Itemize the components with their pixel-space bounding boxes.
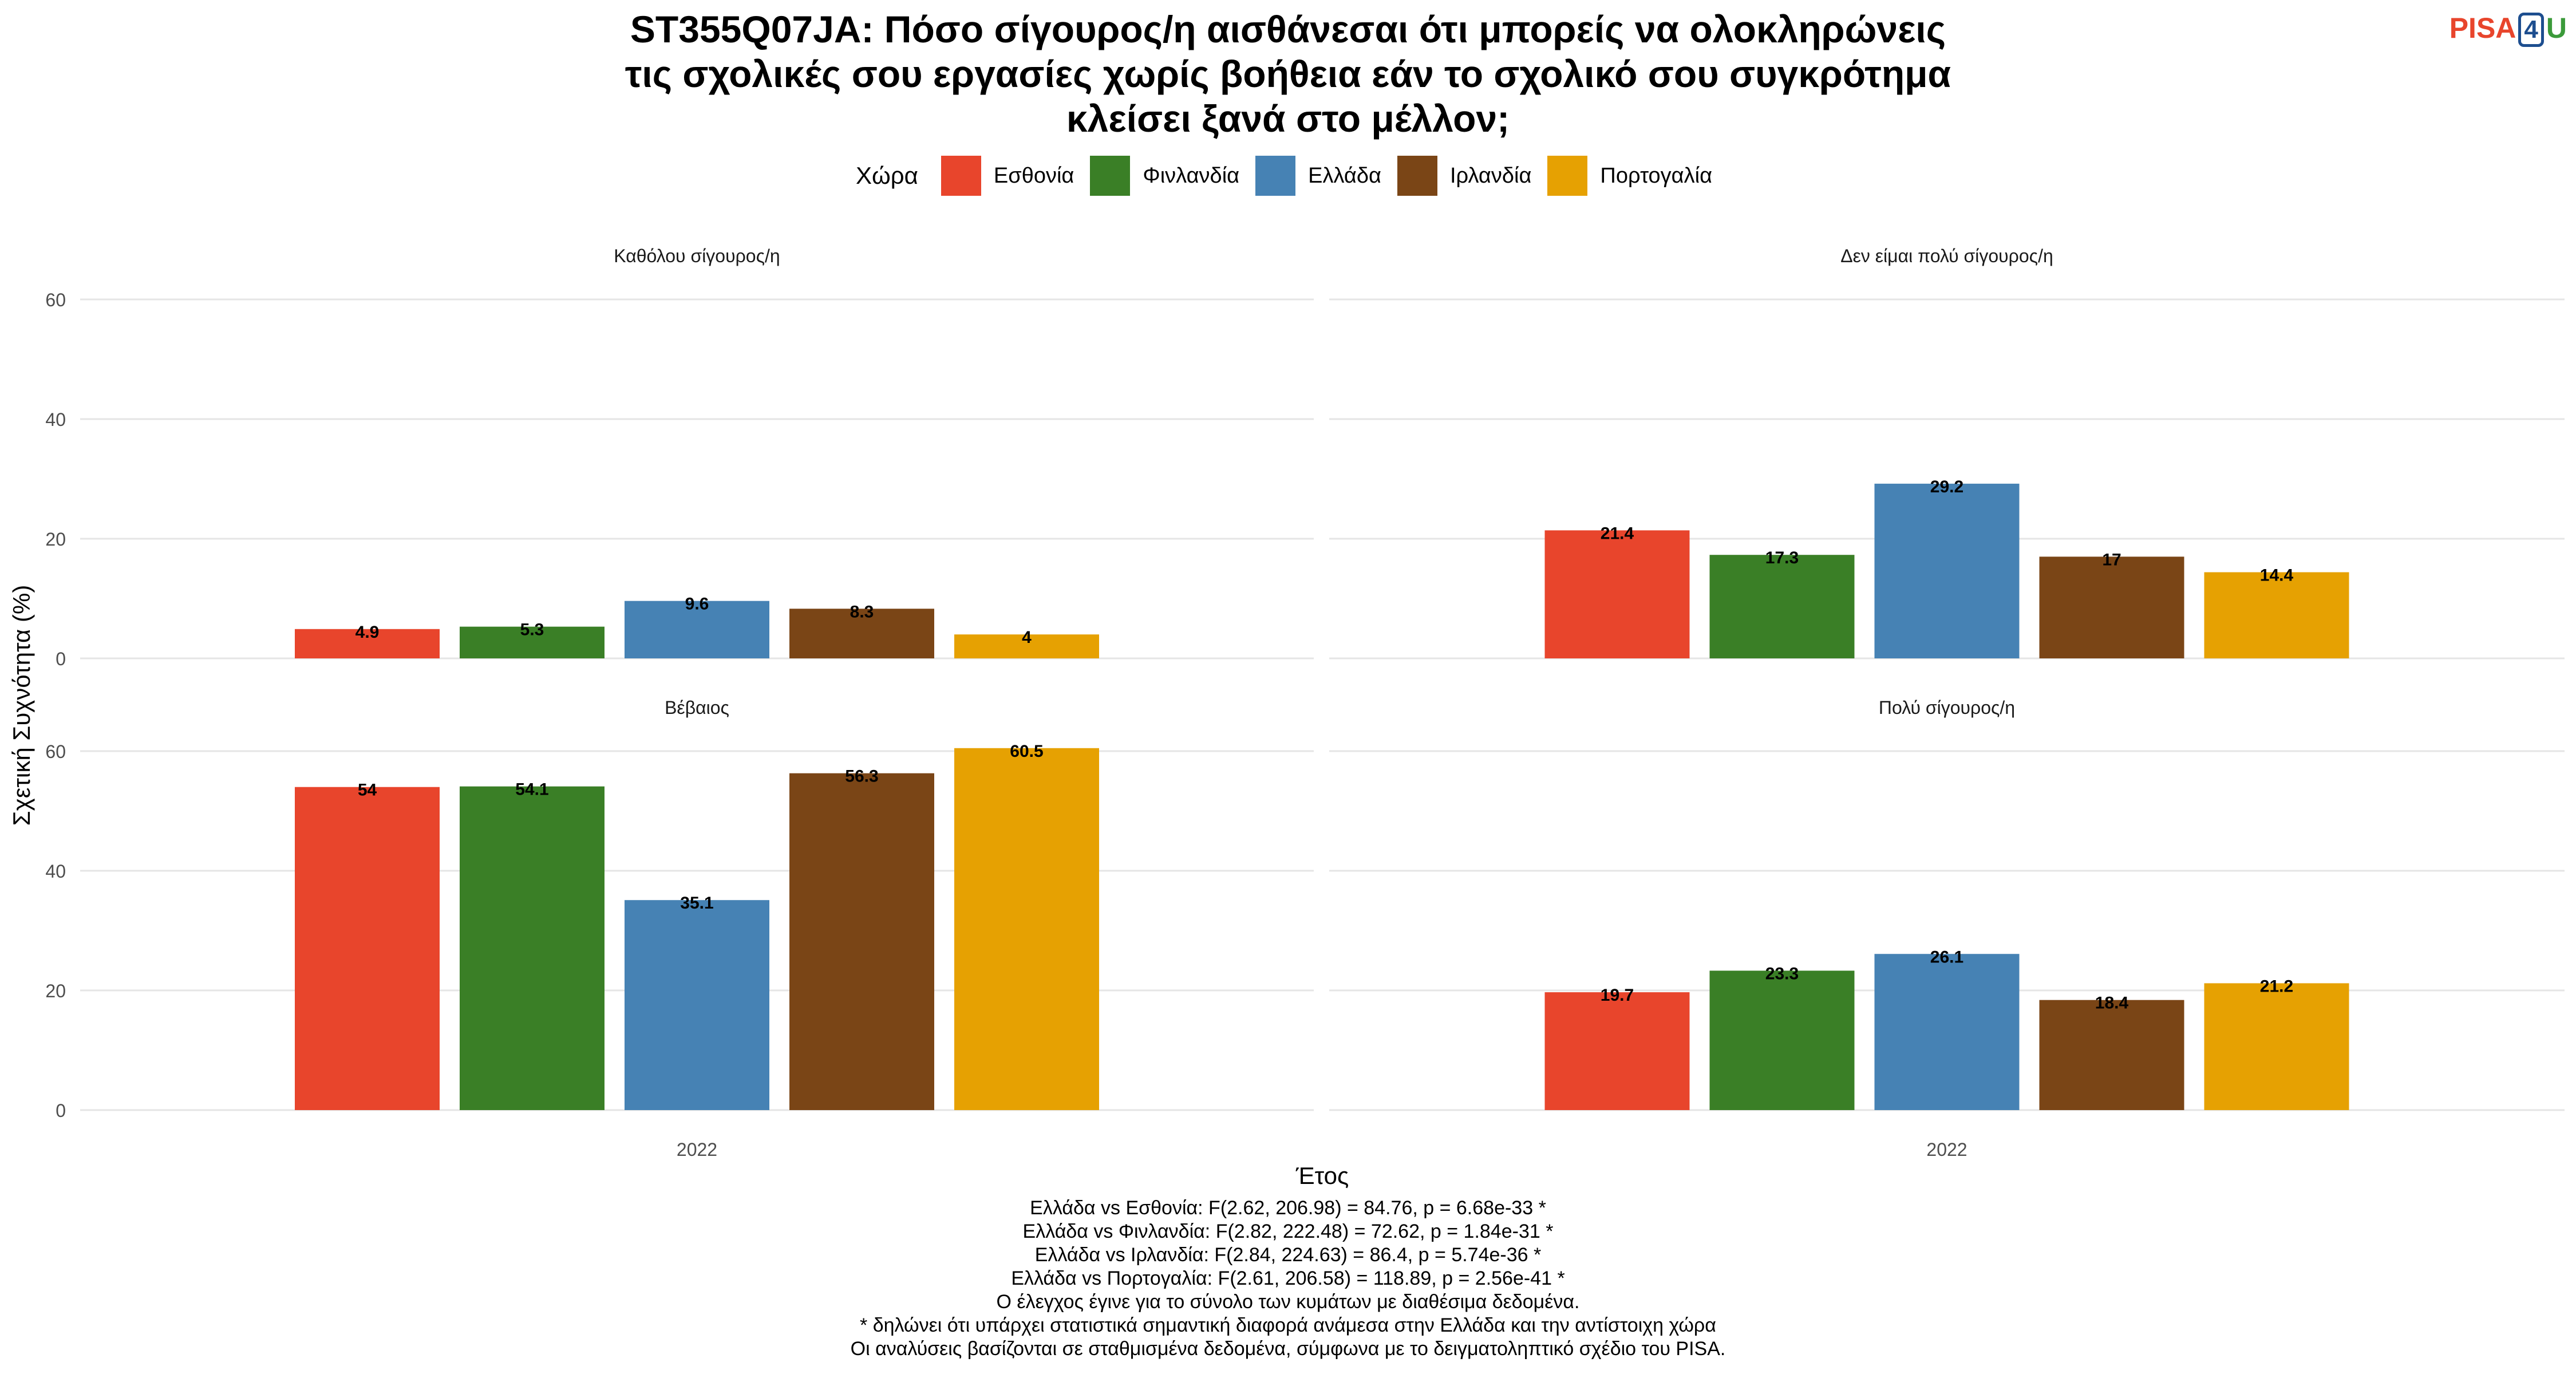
bar [954,634,1099,658]
pisa4u-logo: PISA 4 U [2449,8,2567,48]
legend-key-estonia [941,156,981,196]
bar-value-label: 21.2 [2260,977,2293,996]
caption-line: Οι αναλύσεις βασίζονται σε σταθμισμένα δ… [850,1338,1726,1360]
legend-label-estonia: Εσθονία [993,163,1074,188]
y-axis-title: Σχετική Συχνότητα (%) [8,585,35,826]
bar-value-label: 35.1 [680,894,713,913]
bar [1544,530,1690,658]
bar [1874,483,2020,658]
legend-label-finland: Φινλανδία [1143,163,1240,188]
chart-title-line: τις σχολικές σου εργασίες χωρίς βοήθεια … [625,53,1951,95]
caption-line: Ελλάδα vs Πορτογαλία: F(2.61, 206.58) = … [1011,1268,1565,1289]
bar [1544,992,1690,1110]
facet-title: Καθόλου σίγουρος/η [614,246,780,266]
bar [1874,954,2020,1110]
legend-key-portugal [1547,156,1588,196]
y-tick-label: 20 [45,981,66,1001]
bar [460,786,605,1110]
bar-value-label: 60.5 [1010,742,1043,761]
legend-item-portugal: Πορτογαλία [1547,156,1712,196]
y-tick-label: 60 [45,290,66,310]
bar-value-label: 29.2 [1930,477,1963,496]
legend-label-portugal: Πορτογαλία [1600,163,1713,188]
legend-item-greece: Ελλάδα [1255,156,1381,196]
bar [2039,556,2184,658]
chart-title: ST355Q07JA: Πόσο σίγουρος/η αισθάνεσαι ό… [0,7,2576,141]
legend-label-greece: Ελλάδα [1308,163,1381,188]
facet-panel: Δεν είμαι πολύ σίγουρος/η 21.4 17.3 29.2 17 1… [1329,246,2565,660]
bar [1709,555,1855,658]
bar-value-label: 19.7 [1601,986,1634,1005]
caption-line: Ο έλεγχος έγινε για το σύνολο των κυμάτω… [996,1291,1580,1313]
chart-title-line: ST355Q07JA: Πόσο σίγουρος/η αισθάνεσαι ό… [630,8,1946,50]
caption-line: Ελλάδα vs Ιρλανδία: F(2.84, 224.63) = 86… [1034,1244,1542,1266]
legend-label-ireland: Ιρλανδία [1450,163,1532,188]
legend-item-finland: Φινλανδία [1090,156,1239,196]
facet-title: Δεν είμαι πολύ σίγουρος/η [1840,246,2053,266]
chart-title-line: κλείσει ξανά στο μέλλον; [1066,97,1510,140]
bar-value-label: 9.6 [685,595,709,614]
faceted-bar-chart: 0 20 40 60 Καθόλου σίγουρος/η 4.9 5.3 9.6 8.3 4 Δε… [8,246,2565,1189]
logo-text-4: 4 [2518,13,2544,47]
legend-item-estonia: Εσθονία [941,156,1074,196]
bar [789,609,934,658]
bar [789,773,934,1110]
bar [954,748,1099,1110]
facet-title: Πολύ σίγουρος/η [1879,697,2015,718]
bar [2039,1000,2184,1110]
bar-value-label: 4 [1022,628,1032,647]
legend-title: Χώρα [855,162,918,189]
y-tick-label: 40 [45,861,66,882]
bar-value-label: 14.4 [2260,566,2294,585]
bar-value-label: 23.3 [1765,965,1799,984]
y-tick-label: 60 [45,741,66,762]
bar-value-label: 18.4 [2095,994,2129,1013]
bar-value-label: 54.1 [515,780,548,799]
y-tick-label: 20 [45,529,66,550]
x-axis-title: Έτος [1295,1162,1349,1189]
caption-line: * δηλώνει ότι υπάρχει στατιστικά σημαντι… [860,1314,1716,1336]
caption-line: Ελλάδα vs Εσθονία: F(2.62, 206.98) = 84.… [1030,1197,1546,1219]
x-tick-label: 2022 [1926,1139,1967,1160]
bar [625,601,769,658]
legend-key-finland [1090,156,1131,196]
bar-value-label: 4.9 [355,623,380,642]
bar-value-label: 8.3 [850,602,874,621]
bar [295,787,440,1110]
facet-panel: Πολύ σίγουρος/η 19.7 23.3 26.1 18.4 21.2 2022 [1329,697,2565,1160]
bar [460,626,605,658]
y-tick-label: 40 [45,409,66,430]
y-tick-label: 0 [56,1100,66,1121]
facet-panel: 0 20 40 60 Βέβαιος 54 54.1 35.1 56.3 60.5 2022 [45,697,1314,1160]
bar-value-label: 17 [2102,550,2121,569]
bar-value-label: 21.4 [1601,524,1634,543]
bar-value-label: 17.3 [1765,548,1799,567]
facet-panel: 0 20 40 60 Καθόλου σίγουρος/η 4.9 5.3 9.6 8.3 4 [45,246,1314,669]
legend-key-greece [1255,156,1296,196]
bar [1709,970,1855,1110]
bar-value-label: 5.3 [520,621,544,639]
caption-line: Ελλάδα vs Φινλανδία: F(2.82, 222.48) = 7… [1022,1221,1554,1242]
bar-value-label: 26.1 [1930,947,1963,966]
legend-key-ireland [1397,156,1437,196]
bar [2204,983,2349,1110]
bar-value-label: 56.3 [845,767,878,786]
bar-value-label: 54 [358,781,377,800]
legend-item-ireland: Ιρλανδία [1397,156,1531,196]
bar [625,900,769,1110]
y-tick-label: 0 [56,649,66,669]
bar [2204,572,2349,658]
chart-caption: Ελλάδα vs Εσθονία: F(2.62, 206.98) = 84.… [0,1197,2576,1361]
logo-text-u: U [2546,12,2567,44]
logo-text-pisa: PISA [2449,12,2516,44]
facet-title: Βέβαιος [665,697,729,718]
x-tick-label: 2022 [677,1139,717,1160]
legend: Χώρα Εσθονία Φινλανδία Ελλάδα Ιρλανδία Π… [0,156,2576,196]
bar [295,629,440,658]
